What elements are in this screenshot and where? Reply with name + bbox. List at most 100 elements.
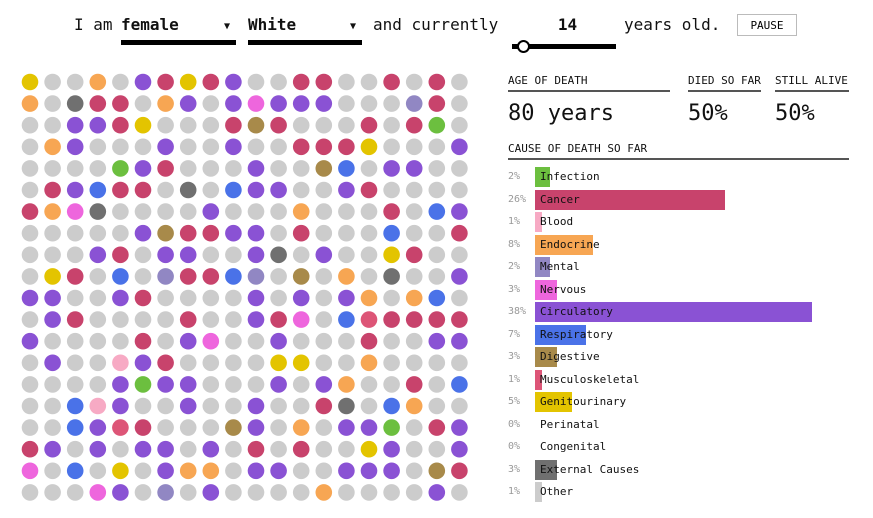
person-dot: [89, 116, 107, 134]
person-dot: [134, 181, 152, 199]
person-dot: [225, 376, 242, 393]
person-dot: [225, 181, 242, 199]
person-dot: [247, 354, 265, 372]
person-dot: [202, 397, 220, 415]
person-dot: [157, 397, 174, 415]
person-dot: [225, 224, 242, 242]
person-dot: [66, 311, 84, 328]
person-dot: [179, 332, 197, 350]
person-dot: [428, 224, 446, 242]
cause-name: Infection: [540, 170, 600, 183]
cause-row: 2% Mental: [508, 257, 848, 277]
cause-pct: 0%: [508, 418, 521, 430]
person-dot: [112, 73, 129, 91]
person-dot: [383, 116, 400, 134]
cause-pct: 3%: [508, 463, 521, 475]
person-dot: [383, 246, 400, 264]
age-of-death-stat: AGE OF DEATH 80 years: [508, 74, 670, 126]
person-dot: [179, 354, 197, 372]
person-dot: [89, 332, 107, 350]
person-dot: [405, 224, 423, 242]
slider-handle[interactable]: [517, 40, 531, 53]
person-dot: [44, 289, 61, 307]
person-dot: [451, 116, 468, 134]
age-slider[interactable]: [512, 40, 616, 54]
person-dot: [360, 246, 378, 264]
person-dot: [66, 73, 84, 91]
person-dot: [134, 116, 152, 134]
person-dot: [21, 332, 39, 350]
person-dot: [338, 160, 355, 177]
person-dot: [360, 138, 378, 156]
person-dot: [360, 203, 378, 220]
person-dot: [202, 376, 220, 393]
cause-pct: 5%: [508, 396, 521, 407]
sex-select[interactable]: female ▼: [121, 15, 236, 45]
person-dot: [247, 160, 265, 177]
person-dot: [202, 311, 220, 328]
person-dot: [157, 440, 174, 458]
person-dot: [157, 95, 174, 112]
person-dot: [360, 419, 378, 436]
person-dot: [338, 246, 355, 264]
person-dot: [21, 462, 39, 480]
race-select[interactable]: White ▼: [248, 15, 362, 45]
cause-bar: [535, 392, 572, 412]
person-dot: [270, 376, 287, 393]
cause-pct: 1%: [508, 216, 521, 227]
person-dot: [21, 397, 39, 415]
person-dot: [134, 73, 152, 91]
person-dot: [428, 397, 446, 415]
person-dot: [292, 376, 310, 393]
person-dot: [157, 462, 174, 480]
slider-track[interactable]: [512, 44, 616, 49]
cause-row: 38% Circulatory: [508, 302, 848, 322]
died-stat: DIED SO FAR 50%: [688, 74, 761, 126]
person-dot: [225, 203, 242, 220]
cause-bar: [535, 347, 557, 367]
pause-button[interactable]: PAUSE: [737, 14, 797, 36]
person-dot: [112, 246, 129, 264]
person-dot: [225, 311, 242, 328]
person-dot: [179, 397, 197, 415]
person-dot: [21, 484, 39, 501]
person-dot: [315, 332, 333, 350]
sex-value: female: [121, 15, 179, 34]
person-dot: [338, 116, 355, 134]
person-dot: [225, 462, 242, 480]
cause-bar: [535, 234, 594, 255]
person-dot: [225, 268, 242, 285]
person-dot: [451, 224, 468, 242]
prefix-text: I am: [74, 15, 113, 34]
person-dot: [247, 376, 265, 393]
person-dot: [225, 354, 242, 372]
person-dot: [21, 376, 39, 393]
person-dot: [428, 203, 446, 220]
person-dot: [112, 95, 129, 112]
cause-row: 0% Congenital: [508, 437, 848, 457]
person-dot: [202, 484, 220, 501]
person-dot: [451, 484, 468, 501]
person-dot: [179, 224, 197, 242]
person-dot: [179, 160, 197, 177]
cause-pct: 3%: [508, 351, 521, 362]
alive-value: 50%: [775, 101, 815, 126]
person-dot: [157, 484, 174, 501]
person-dot: [360, 354, 378, 372]
person-dot: [66, 440, 84, 458]
person-dot: [292, 289, 310, 307]
person-dot: [270, 440, 287, 458]
person-dot: [270, 462, 287, 480]
person-dot: [66, 332, 84, 350]
cause-bar: [535, 459, 557, 480]
person-dot: [134, 462, 152, 480]
person-dot: [451, 203, 468, 220]
person-dot: [428, 95, 446, 112]
person-dot: [112, 462, 129, 480]
person-dot: [383, 138, 400, 156]
person-dot: [21, 311, 39, 328]
person-dot: [21, 224, 39, 242]
person-dot: [247, 419, 265, 436]
person-dot: [134, 95, 152, 112]
cause-bar: [535, 212, 543, 232]
